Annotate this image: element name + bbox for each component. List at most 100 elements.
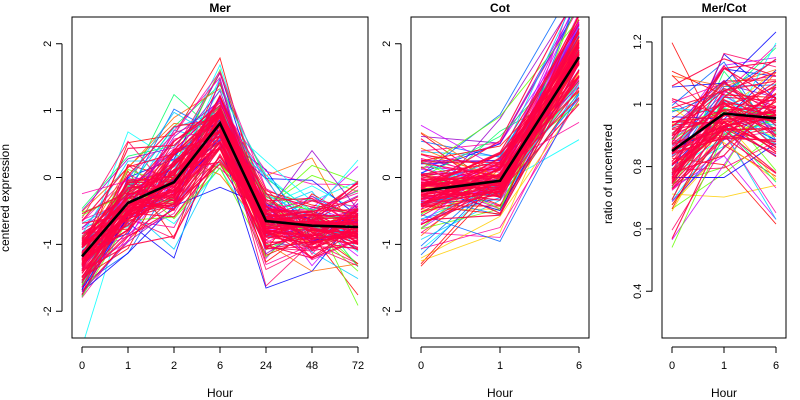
mer-x-tick-label: 72: [352, 360, 364, 372]
mer-cot-x-tick-label: 6: [773, 360, 779, 372]
mer-cot-x-tick-label: 1: [721, 360, 727, 372]
mer-cot-profile-line: [671, 111, 777, 162]
cot-x-label: Hour: [487, 386, 513, 400]
mer-x-tick-label: 0: [79, 360, 85, 372]
mer-x-tick-label: 1: [125, 360, 131, 372]
mer-cot-profile-line: [671, 184, 777, 198]
mer-cot-title: Mer/Cot: [702, 1, 747, 15]
mer-cot-frame: [661, 16, 787, 339]
mer-cot-y-label: ratio of uncentered: [601, 124, 615, 224]
mer-y-tick-label: 2: [42, 41, 54, 47]
cot-profile-line: [420, 60, 580, 187]
mer-plot-area: [71, 16, 369, 339]
mer-cot-profile-line: [671, 65, 777, 144]
mer-cot-profile-line: [671, 127, 777, 166]
mer-profile-line: [81, 56, 359, 260]
mer-y-tick-label: -2: [42, 306, 54, 316]
mer-cot-profile-line: [671, 114, 777, 149]
mer-cot-profile-line: [672, 143, 777, 178]
mer-mean-line: [81, 120, 359, 258]
mer-cot-x-label: Hour: [711, 386, 737, 400]
mer-profile-line: [81, 112, 359, 229]
mer-cot-profile-line: [671, 58, 777, 87]
cot-profile-line: [420, 18, 580, 170]
mer-profile-line: [81, 97, 359, 271]
mer-profile-line: [81, 68, 359, 240]
mer-cot-profile-lines: [671, 31, 777, 248]
cot-title: Cot: [490, 1, 510, 15]
cot-profile-line: [420, 93, 580, 242]
cot-profile-line: [420, 54, 580, 190]
mer-x-axis: 0 1 2 6 24 48 72: [79, 346, 364, 372]
mer-cot-profile-line: [671, 110, 777, 136]
cot-plot-area: [410, 16, 590, 339]
mer-cot-plot-area: [661, 16, 787, 339]
cot-y-tick-label: 1: [381, 108, 393, 114]
cot-profile-line: [420, 69, 580, 221]
cot-profile-line: [420, 17, 557, 175]
cot-y-axis: -2 -1 0 1 2: [381, 41, 402, 316]
mer-profile-line: [81, 146, 359, 277]
cot-mean-line: [420, 56, 581, 193]
mer-profile-line: [81, 116, 359, 237]
mer-frame: [71, 16, 369, 339]
mer-x-tick-label: 48: [306, 360, 318, 372]
cot-x-axis: 0 1 6: [418, 346, 582, 372]
mer-y-label: centered expression: [0, 144, 12, 252]
mer-cot-profile-line: [671, 67, 777, 140]
mer-x-tick-label: 6: [217, 360, 223, 372]
mer-profile-line: [81, 153, 359, 272]
cot-profile-line: [420, 64, 580, 226]
mer-x-tick-label: 2: [171, 360, 177, 372]
mer-cot-x-tick-label: 0: [669, 360, 675, 372]
cot-y-tick-label: 2: [381, 41, 393, 47]
cot-profile-line: [420, 24, 580, 189]
mer-cot-y-tick-label: 0.4: [632, 284, 644, 299]
cot-profile-line: [420, 42, 580, 205]
mer-cot-y-axis: 0.4 0.6 0.8 1 1.2: [632, 34, 653, 299]
cot-profile-line: [420, 17, 566, 188]
mer-y-axis: -2 -1 0 1 2: [42, 41, 63, 316]
mer-cot-y-tick-label: 0.6: [632, 221, 644, 236]
cot-profile-line: [420, 97, 580, 177]
mer-profile-line: [81, 129, 359, 256]
cot-profile-line: [420, 30, 580, 168]
mer-cot-y-tick-label: 1: [632, 101, 644, 107]
cot-y-tick-label: 0: [381, 174, 393, 180]
mer-profile-line: [81, 141, 359, 274]
mer-profile-line: [81, 63, 359, 253]
mer-x-tick-label: 24: [260, 360, 272, 372]
mer-profile-line: [81, 144, 359, 281]
mer-cot-profile-line: [671, 70, 777, 98]
mer-cot-profile-line: [671, 132, 777, 214]
mer-cot-profile-line: [671, 129, 777, 240]
mer-cot-y-tick-label: 1.2: [632, 34, 644, 49]
mer-profile-line: [81, 90, 359, 214]
mer-cot-profile-line: [671, 133, 777, 210]
cot-profile-line: [420, 100, 580, 259]
mer-y-tick-label: 0: [42, 174, 54, 180]
cot-x-tick-label: 6: [576, 360, 582, 372]
panel-mer: Mer -2 -1 0 1 2 0 1 2 6 24 48 72 Hour centered exp…: [0, 1, 369, 400]
cot-frame: [410, 16, 590, 339]
panel-mer-cot: Mer/Cot 0.4 0.6 0.8 1 1.2 0 1 6 Hour ratio of …: [601, 1, 787, 400]
mer-cot-profile-line: [671, 71, 777, 109]
mer-cot-y-tick-label: 0.8: [632, 159, 644, 174]
mer-cot-profile-line: [671, 87, 777, 127]
mer-y-tick-label: -1: [42, 239, 54, 249]
cot-x-tick-label: 1: [497, 360, 503, 372]
mer-y-tick-label: 1: [42, 108, 54, 114]
mer-cot-profile-line: [671, 81, 777, 123]
panel-cot: Cot -2 -1 0 1 2 0 1 6 Hour: [381, 1, 590, 400]
cot-y-tick-label: -1: [381, 239, 393, 249]
mer-cot-x-axis: 0 1 6: [669, 346, 779, 372]
cot-profile-lines: [420, 17, 581, 267]
cot-y-tick-label: -2: [381, 306, 393, 316]
cot-profile-line: [420, 47, 580, 217]
mer-profile-lines: [81, 56, 359, 338]
cot-x-tick-label: 0: [418, 360, 424, 372]
mer-title: Mer: [209, 1, 231, 15]
mer-x-label: Hour: [207, 386, 233, 400]
mer-cot-mean-line: [671, 112, 777, 153]
